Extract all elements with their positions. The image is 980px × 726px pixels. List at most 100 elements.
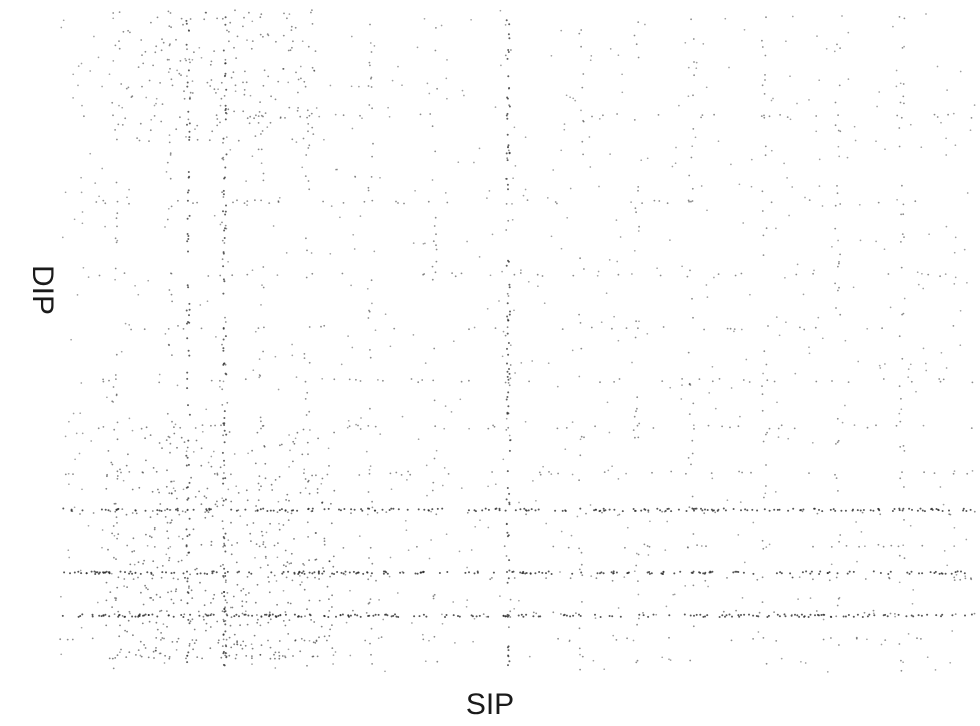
data-point xyxy=(953,251,956,254)
data-point xyxy=(565,427,568,429)
data-point xyxy=(206,573,209,575)
data-point xyxy=(775,572,778,575)
data-point xyxy=(216,473,219,476)
data-point xyxy=(656,267,658,270)
data-point xyxy=(204,516,207,519)
data-point xyxy=(124,117,127,120)
data-point xyxy=(507,149,510,152)
data-point xyxy=(520,362,523,364)
data-point xyxy=(169,154,172,156)
data-point xyxy=(261,130,264,132)
data-point xyxy=(510,49,512,51)
data-point xyxy=(185,450,188,453)
data-point xyxy=(290,25,293,28)
data-point xyxy=(283,12,285,15)
data-point xyxy=(554,509,557,512)
data-point xyxy=(539,615,542,618)
data-point xyxy=(576,515,579,518)
data-point xyxy=(743,561,746,564)
data-point xyxy=(185,43,188,46)
data-point xyxy=(235,653,238,656)
data-point xyxy=(839,130,842,133)
data-point xyxy=(487,485,489,488)
data-point xyxy=(272,509,275,512)
data-point xyxy=(508,152,511,155)
data-point xyxy=(506,531,509,534)
data-point xyxy=(737,425,740,428)
data-point xyxy=(137,66,140,68)
data-point xyxy=(506,347,508,350)
data-point xyxy=(241,647,244,650)
data-point xyxy=(102,571,105,574)
data-point xyxy=(578,613,580,616)
data-point xyxy=(342,547,345,549)
data-point xyxy=(260,148,263,151)
data-point xyxy=(504,509,507,512)
data-point xyxy=(146,571,149,574)
data-point xyxy=(692,94,694,97)
data-point xyxy=(887,273,890,275)
data-point xyxy=(661,572,664,575)
data-point xyxy=(572,614,575,617)
data-point xyxy=(219,466,222,469)
data-point xyxy=(225,153,228,156)
data-point xyxy=(836,417,839,420)
data-point xyxy=(188,517,191,520)
data-point xyxy=(223,595,226,598)
data-point xyxy=(507,342,510,344)
data-point xyxy=(188,643,191,645)
data-point xyxy=(711,509,714,512)
data-point xyxy=(116,475,119,477)
data-point xyxy=(608,259,611,261)
data-point xyxy=(180,559,183,562)
data-point xyxy=(655,613,658,616)
data-point xyxy=(838,540,840,543)
data-point xyxy=(768,115,771,118)
data-point xyxy=(221,451,224,454)
data-point xyxy=(658,200,661,202)
data-point xyxy=(875,240,877,243)
data-point xyxy=(268,611,271,614)
data-point xyxy=(363,200,366,203)
data-point xyxy=(896,198,898,201)
data-point xyxy=(128,202,130,205)
data-point xyxy=(752,572,755,575)
data-point xyxy=(166,469,168,472)
data-point xyxy=(426,82,429,85)
data-point xyxy=(194,128,196,130)
data-point xyxy=(293,538,295,540)
data-point xyxy=(504,24,507,26)
data-point xyxy=(468,427,470,430)
data-point xyxy=(528,380,530,383)
data-point xyxy=(207,511,210,514)
data-point xyxy=(75,432,78,435)
data-point xyxy=(278,509,281,512)
data-point xyxy=(220,97,223,100)
data-point xyxy=(167,71,170,73)
data-point xyxy=(505,429,508,431)
data-point xyxy=(902,203,905,206)
data-point xyxy=(789,118,792,121)
data-point xyxy=(947,113,949,116)
data-point xyxy=(583,436,585,439)
data-point xyxy=(221,497,224,500)
data-point xyxy=(877,543,880,546)
data-point xyxy=(301,572,303,574)
data-point xyxy=(278,475,281,478)
data-point xyxy=(164,333,167,335)
data-point xyxy=(121,106,124,109)
data-point xyxy=(130,328,133,331)
data-point xyxy=(227,260,229,263)
data-point xyxy=(166,521,169,524)
data-point xyxy=(82,266,85,269)
data-point xyxy=(182,23,184,26)
data-point xyxy=(902,213,905,216)
data-point xyxy=(155,593,158,596)
data-point xyxy=(939,486,942,488)
data-point xyxy=(853,125,856,128)
data-point xyxy=(382,618,385,621)
data-point xyxy=(770,99,773,102)
data-point xyxy=(378,599,380,601)
data-point xyxy=(156,615,159,618)
data-point xyxy=(798,615,801,618)
